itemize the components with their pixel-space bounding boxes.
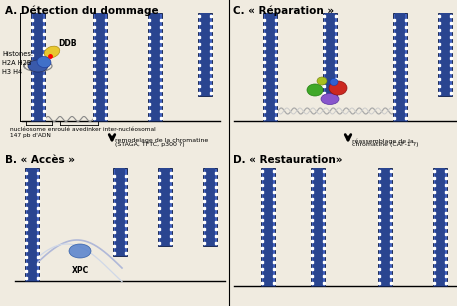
Bar	[113, 168, 127, 256]
Ellipse shape	[330, 79, 338, 85]
Bar	[311, 168, 325, 286]
Bar	[263, 13, 277, 121]
Bar	[378, 168, 392, 286]
Bar	[380, 168, 390, 286]
Ellipse shape	[329, 81, 347, 95]
Bar	[148, 13, 162, 121]
Bar	[93, 13, 107, 121]
Ellipse shape	[37, 56, 51, 68]
Text: remodelage de la chromatine: remodelage de la chromatine	[115, 138, 208, 143]
Bar	[325, 13, 335, 96]
Bar	[95, 13, 105, 121]
Bar	[395, 13, 405, 121]
Bar	[115, 168, 125, 256]
Bar	[440, 13, 450, 96]
Bar	[323, 13, 337, 96]
Bar	[313, 168, 323, 286]
Bar	[198, 13, 212, 96]
Text: chromatine (CAF-1 ?): chromatine (CAF-1 ?)	[352, 142, 419, 147]
Bar	[263, 168, 273, 286]
Bar	[438, 13, 452, 96]
Text: XPC: XPC	[71, 266, 89, 275]
Text: DDB: DDB	[58, 39, 76, 48]
Bar	[435, 168, 445, 286]
Bar	[433, 168, 447, 286]
Bar	[265, 13, 275, 121]
Bar	[200, 13, 210, 96]
Bar	[393, 13, 407, 121]
Text: C. « Réparation »: C. « Réparation »	[233, 5, 334, 16]
Text: A. Détection du dommage: A. Détection du dommage	[5, 5, 159, 16]
Bar	[31, 13, 45, 121]
Text: nucléosome enroulé avec
147 pb d'ADN: nucléosome enroulé avec 147 pb d'ADN	[10, 127, 86, 138]
Bar	[160, 168, 170, 246]
Bar	[27, 168, 37, 281]
Text: B. « Accès »: B. « Accès »	[5, 155, 75, 165]
Bar	[158, 168, 172, 246]
Text: Histones:
H2A H2B
H3 H4: Histones: H2A H2B H3 H4	[2, 51, 33, 74]
Text: linker inter-nucléosomal: linker inter-nucléosomal	[85, 127, 155, 132]
Ellipse shape	[307, 84, 323, 96]
Bar	[205, 168, 215, 246]
Ellipse shape	[44, 46, 60, 58]
Ellipse shape	[317, 77, 327, 85]
Text: (STAGA, TFTC, p300 ?): (STAGA, TFTC, p300 ?)	[115, 142, 185, 147]
Text: D. « Restauration»: D. « Restauration»	[233, 155, 342, 165]
Ellipse shape	[28, 60, 48, 72]
Bar	[25, 168, 39, 281]
Ellipse shape	[69, 244, 91, 258]
Bar	[261, 168, 275, 286]
Bar	[203, 168, 217, 246]
Text: réassemblage de la: réassemblage de la	[352, 138, 414, 144]
Ellipse shape	[321, 94, 339, 105]
Bar	[150, 13, 160, 121]
Bar	[33, 13, 43, 121]
